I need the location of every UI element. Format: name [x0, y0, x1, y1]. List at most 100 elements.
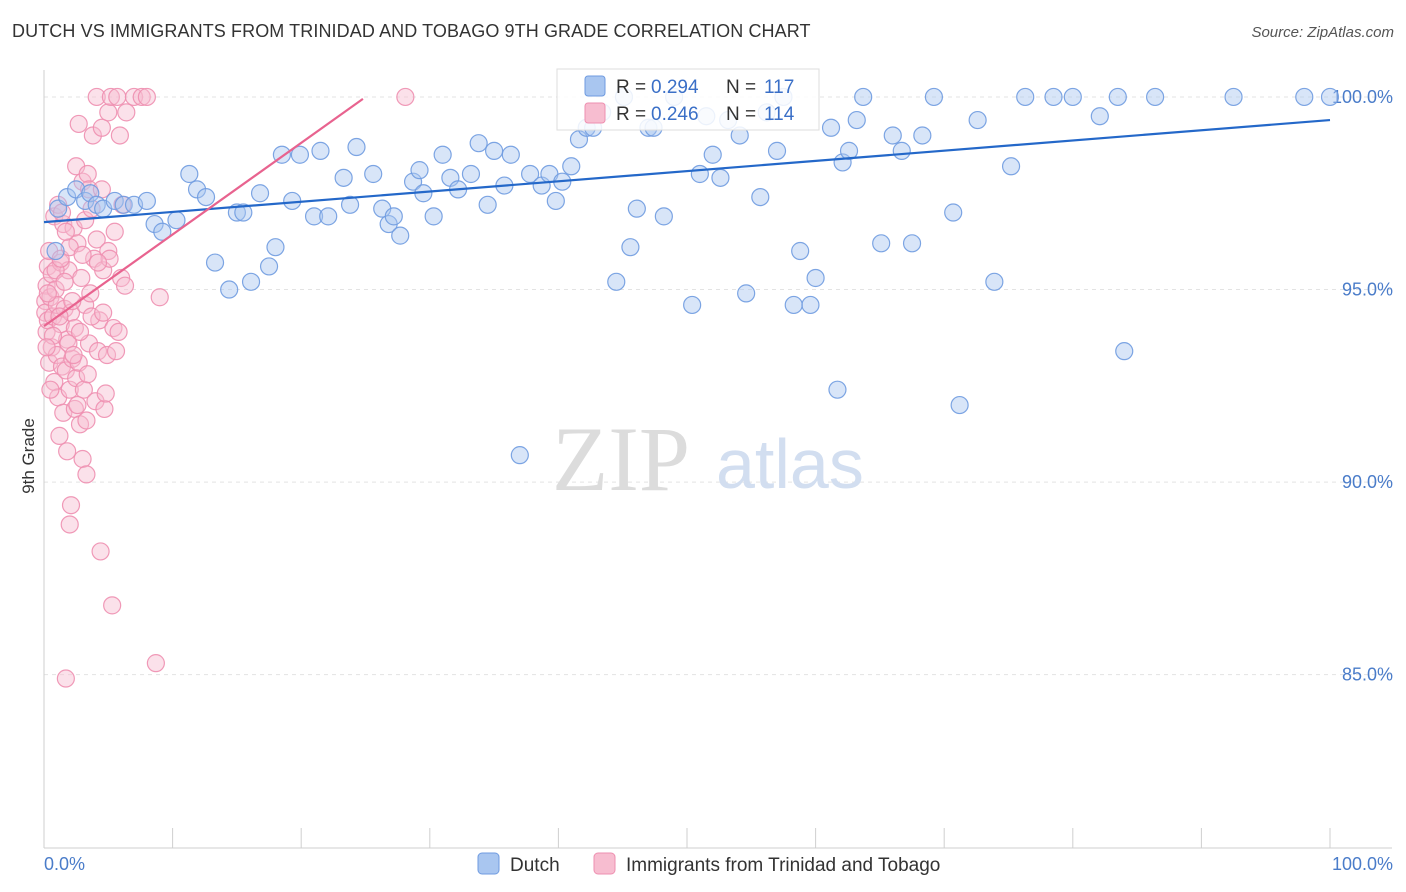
dutch-point: [114, 195, 133, 214]
tt-point: [72, 268, 91, 288]
stats-legend-tt-r-value: 0.246: [651, 104, 699, 125]
tt-point: [132, 87, 151, 107]
dutch-point: [340, 195, 360, 214]
dutch-point: [801, 295, 820, 315]
tt-point: [59, 334, 78, 353]
dutch-point: [627, 199, 646, 218]
tt-point: [41, 380, 60, 399]
dutch-point: [469, 134, 488, 153]
stats-legend: R = 0.294 N = 117 R = 0.246 N = 114: [556, 68, 820, 131]
tt-point: [78, 164, 97, 184]
dutch-point: [950, 395, 969, 415]
tt-point: [43, 326, 63, 345]
x-ticks: [43, 828, 1331, 848]
stats-legend-dutch-r-value: 0.294: [651, 77, 699, 98]
tt-point: [82, 307, 101, 326]
stats-legend-tt-n-label: N =: [726, 104, 756, 125]
tt-point: [99, 241, 118, 261]
tt-point: [87, 230, 106, 249]
dutch-point: [105, 191, 124, 211]
tt-point: [60, 515, 79, 534]
stats-legend-tt-swatch: [584, 102, 606, 124]
tt-point: [101, 87, 120, 107]
stats-legend-dutch-swatch: [584, 75, 606, 97]
tt-point: [110, 126, 129, 145]
tt-point: [37, 276, 56, 295]
dutch-point: [347, 137, 366, 157]
stats-legend-dutch-r-label: R =: [616, 77, 646, 98]
stats-legend-tt-r-label: R =: [616, 104, 646, 125]
tt-point: [58, 442, 77, 461]
watermark-zip: ZIP: [552, 408, 690, 510]
dutch-point: [828, 380, 847, 399]
tt-point: [37, 338, 56, 357]
stats-legend-tt-n-value: 114: [764, 104, 795, 125]
tt-point: [103, 596, 122, 615]
dutch-point: [46, 241, 65, 261]
tt-point: [88, 342, 108, 361]
dutch-point: [304, 207, 324, 226]
tt-point: [105, 222, 124, 241]
dutch-point: [806, 268, 825, 288]
axes: [43, 70, 1392, 849]
dutch-point: [391, 226, 410, 245]
legend-tt-swatch: [593, 852, 616, 875]
legend-tt-label: Immigrants from Trinidad and Tobago: [626, 855, 940, 876]
tt-point: [77, 465, 96, 484]
stats-legend-dutch-n-value: 117: [764, 77, 794, 98]
dutch-point: [234, 203, 253, 222]
dutch-point: [784, 295, 803, 315]
tt-point: [97, 345, 117, 365]
dutch-point: [751, 187, 770, 207]
tt-point: [73, 245, 92, 264]
dutch-point: [424, 207, 443, 226]
tt-point: [95, 399, 114, 419]
dutch-point: [1044, 87, 1063, 107]
dutch-point: [839, 141, 859, 160]
dutch-point: [478, 195, 497, 214]
tt-point: [115, 276, 135, 295]
dutch-point: [1090, 107, 1109, 126]
dutch-point: [1001, 157, 1021, 176]
y-tick-label: 100.0%: [1332, 87, 1393, 107]
dutch-point: [821, 118, 841, 137]
tt-point: [88, 253, 108, 272]
tt-point: [109, 322, 128, 342]
tt-point: [396, 87, 415, 107]
series-trinidad-tobago-points: [36, 87, 415, 688]
dutch-point: [621, 238, 640, 257]
tt-point: [64, 345, 83, 365]
tt-point: [99, 103, 118, 122]
dutch-point: [180, 164, 199, 184]
tt-point: [50, 426, 69, 445]
dutch-point: [1146, 87, 1165, 107]
dutch-point: [607, 272, 626, 291]
dutch-point: [847, 110, 866, 130]
dutch-point: [319, 207, 338, 226]
tt-point: [55, 272, 74, 291]
dutch-point: [546, 191, 565, 211]
dutch-point: [250, 184, 270, 203]
tt-point: [94, 303, 113, 322]
tt-point: [56, 669, 75, 688]
dutch-point: [290, 145, 310, 164]
dutch-point: [944, 203, 963, 222]
dutch-point: [259, 257, 279, 276]
tt-point: [69, 114, 88, 134]
dutch-point: [334, 168, 353, 187]
tt-point: [56, 222, 75, 241]
dutch-point: [266, 238, 285, 257]
series-dutch-points: [46, 87, 1340, 465]
dutch-point: [1320, 87, 1340, 107]
tt-point: [92, 118, 111, 137]
y-axis-title: 9th Grade: [19, 418, 38, 494]
dutch-point: [872, 234, 891, 253]
dutch-point: [767, 141, 787, 160]
dutch-point: [1108, 87, 1127, 107]
dutch-point: [1063, 87, 1082, 107]
x-tick-labels: 0.0% 100.0%: [44, 854, 1393, 874]
stats-legend-dutch-n-label: N =: [726, 77, 756, 98]
dutch-point: [384, 207, 403, 226]
tt-point: [54, 403, 73, 422]
dutch-point: [205, 253, 225, 272]
